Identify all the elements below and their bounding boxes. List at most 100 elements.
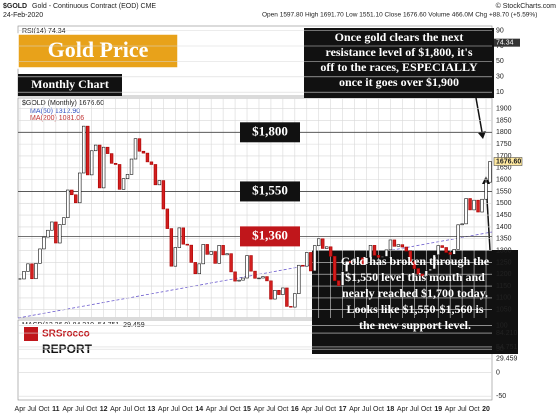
candle — [325, 246, 329, 249]
candle — [352, 257, 357, 263]
y-tick-label: 29.459 — [496, 356, 518, 363]
candle — [66, 189, 70, 218]
candle — [58, 224, 62, 244]
x-tick-label: Oct — [421, 406, 432, 413]
candle — [372, 245, 377, 256]
candle — [452, 249, 456, 255]
x-tick-label: Jul — [75, 406, 84, 413]
x-tick-label: Oct — [134, 406, 145, 413]
x-tick-label: 18 — [387, 406, 395, 413]
candle — [113, 162, 118, 165]
candle — [404, 246, 409, 252]
y-tick-label: 84.210 — [496, 330, 518, 337]
last-price: 1676.60 — [496, 158, 521, 165]
x-tick-label: Jul — [458, 406, 467, 413]
y-tick-label: 1700 — [496, 153, 512, 160]
candle — [217, 245, 221, 264]
brand-logo — [24, 327, 38, 341]
x-tick-label: 11 — [52, 406, 60, 413]
candle — [237, 279, 241, 282]
y-tick-label: 1750 — [496, 141, 512, 148]
candle — [78, 172, 82, 204]
y-tick-label: 1250 — [496, 259, 512, 266]
y-tick-label: 0 — [496, 370, 500, 377]
candle — [269, 280, 273, 300]
y-tick-label: 10 — [496, 89, 504, 96]
candle — [153, 164, 158, 186]
candle — [340, 271, 345, 286]
candle — [301, 264, 305, 267]
brand-box — [22, 324, 122, 360]
candle — [173, 247, 178, 267]
chart-subtitle: Monthly Chart — [31, 77, 109, 91]
x-tick-label: 20 — [482, 406, 490, 413]
candle — [82, 125, 86, 174]
credit: © StockCharts.com — [496, 2, 557, 10]
candle — [189, 244, 193, 263]
candle — [444, 247, 448, 253]
x-tick-label: 15 — [243, 406, 251, 413]
candle — [62, 217, 66, 225]
candle — [360, 257, 365, 265]
candle — [46, 229, 50, 238]
candle — [432, 254, 436, 270]
candle — [109, 153, 114, 164]
x-tick-label: Apr — [349, 406, 361, 413]
candle — [392, 239, 397, 247]
callout-text: Gold has broken through the — [341, 254, 490, 268]
level-label: $1,550 — [252, 182, 288, 197]
candle — [181, 227, 185, 245]
x-tick-label: Oct — [230, 406, 241, 413]
candle — [428, 268, 432, 271]
candle — [384, 249, 389, 257]
x-tick-label: Oct — [325, 406, 336, 413]
candle — [50, 221, 54, 231]
candle — [380, 256, 385, 258]
candle — [42, 236, 46, 250]
candle — [396, 244, 401, 247]
candle — [253, 270, 257, 279]
x-tick-label: 19 — [434, 406, 442, 413]
candle — [332, 255, 337, 281]
y-tick-label: 100 — [496, 322, 508, 329]
y-tick-label: 1850 — [496, 117, 512, 124]
candle — [456, 224, 460, 250]
y-tick-label: 50 — [496, 58, 504, 65]
title-box — [17, 33, 179, 69]
y-tick-label: 1050 — [496, 307, 512, 314]
candle — [121, 178, 126, 190]
x-tick-label: Jul — [362, 406, 371, 413]
x-tick-label: Oct — [277, 406, 288, 413]
candle — [30, 263, 34, 280]
x-tick-label: Apr — [158, 406, 170, 413]
candle — [34, 263, 38, 280]
x-tick-label: Jul — [410, 406, 419, 413]
candle — [313, 245, 317, 272]
candle — [213, 251, 217, 264]
y-tick-label: 1900 — [496, 105, 512, 112]
y-tick-label: 1800 — [496, 129, 512, 136]
candle — [412, 261, 417, 269]
candle — [328, 246, 333, 257]
candle — [368, 245, 373, 258]
y-tick-label: 90 — [496, 27, 504, 34]
candle — [149, 161, 154, 165]
candle — [257, 277, 261, 280]
level-box — [240, 181, 300, 202]
x-tick-label: Apr — [110, 406, 122, 413]
candle — [261, 276, 265, 279]
candle — [289, 306, 293, 308]
ma-label: MA(50) 1312.90 — [30, 108, 80, 115]
callout-text: once it goes over $1,900 — [339, 75, 459, 89]
callout-text: nearly reached $1,700 today. — [342, 286, 488, 300]
candle — [193, 262, 197, 275]
x-tick-label: 12 — [100, 406, 108, 413]
y-tick-label: 1450 — [496, 212, 512, 219]
chart-title: Gold Price — [48, 37, 149, 62]
level-box — [240, 122, 300, 143]
date: 24-Feb-2020 — [3, 12, 43, 19]
candle — [277, 290, 281, 295]
candle — [472, 199, 476, 211]
candle — [169, 228, 174, 267]
